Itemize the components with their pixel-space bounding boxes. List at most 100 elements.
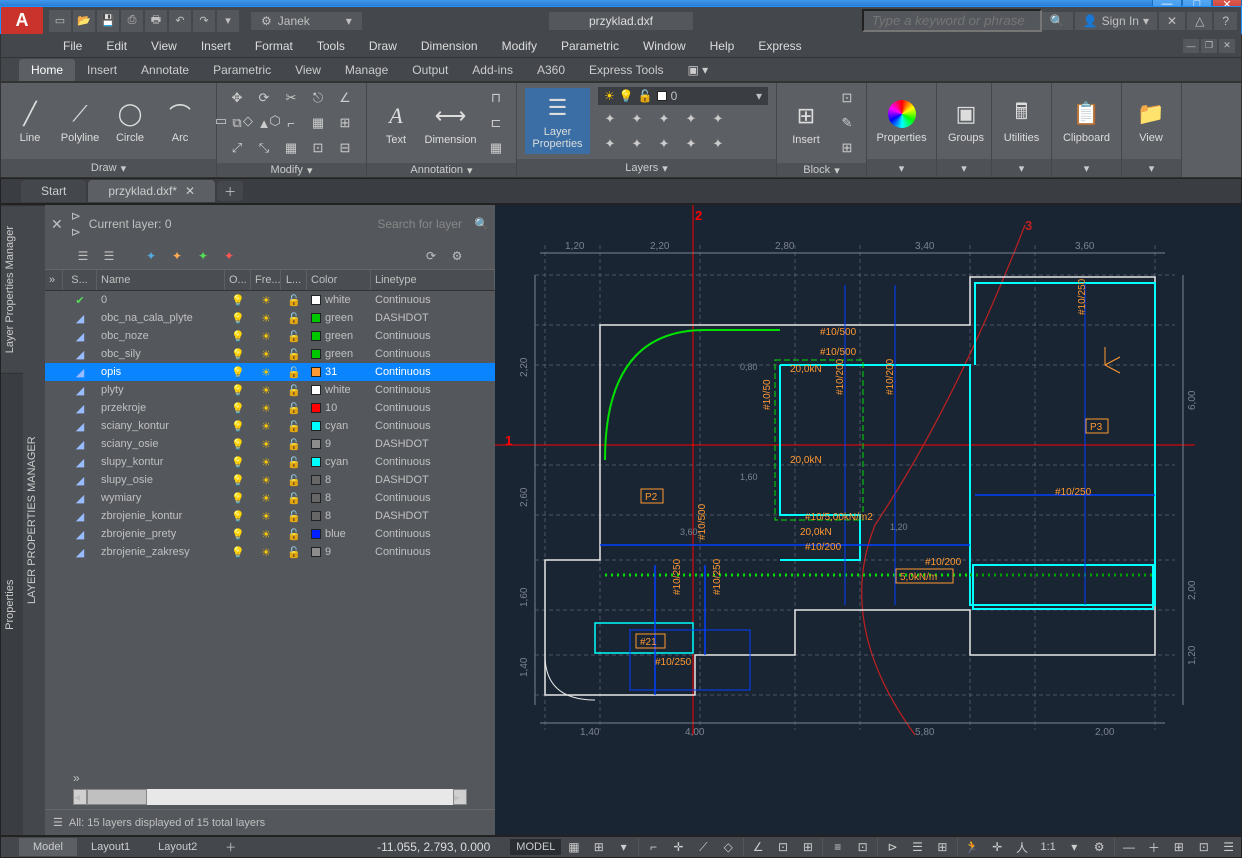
workspace-dropdown[interactable]: ⚙ Janek ▾: [251, 12, 362, 30]
draw-panel-title[interactable]: Draw ▾: [1, 159, 216, 177]
menu-insert[interactable]: Insert: [189, 36, 243, 56]
new-layer-icon[interactable]: ☰: [73, 247, 93, 265]
sb-20[interactable]: ⚙: [1087, 836, 1112, 858]
polar-icon[interactable]: ✛: [666, 836, 691, 858]
layer-row[interactable]: ✔0💡☀🔓whiteContinuous: [45, 291, 495, 309]
modify-9[interactable]: ⊞: [333, 112, 357, 134]
sb-10[interactable]: ⊞: [795, 836, 820, 858]
layout-tab-layout2[interactable]: Layout2: [144, 838, 211, 856]
mdi-minimize[interactable]: —: [1183, 39, 1199, 53]
col-color[interactable]: Color: [307, 270, 371, 290]
layer-t5[interactable]: ✦: [706, 108, 730, 130]
add-layout-button[interactable]: ＋: [211, 836, 250, 858]
layer-row[interactable]: ◢opis💡☀🔓31Continuous: [45, 363, 495, 381]
mdi-close[interactable]: ✕: [1219, 39, 1235, 53]
arc-button[interactable]: ⌒Arc: [159, 96, 201, 146]
col-lock[interactable]: L...: [281, 270, 307, 290]
sb-14[interactable]: ☰: [905, 836, 930, 858]
refresh-icon[interactable]: ⟳: [421, 247, 441, 265]
expand-col[interactable]: »: [45, 270, 63, 290]
side-tab-properties[interactable]: Properties: [1, 373, 23, 835]
layer-filter-3[interactable]: ✦: [193, 247, 213, 265]
layer-t2[interactable]: ✦: [625, 108, 649, 130]
layer-row[interactable]: ◢zbrojenie_prety💡☀🔓blueContinuous: [45, 525, 495, 543]
iso-icon[interactable]: ⟋: [691, 836, 716, 858]
sb-17[interactable]: ✛: [985, 836, 1010, 858]
layer-t1[interactable]: ✦: [598, 108, 622, 130]
stretch-icon[interactable]: ⤢: [225, 137, 249, 159]
layer-properties-button[interactable]: ☰Layer Properties: [525, 88, 590, 154]
utilities-button[interactable]: 🖩Utilities: [1000, 96, 1043, 146]
properties-button[interactable]: Properties: [875, 96, 928, 146]
sb-9[interactable]: ⊡: [771, 836, 796, 858]
sb-21[interactable]: —: [1117, 836, 1142, 858]
layer-t7[interactable]: ✦: [625, 133, 649, 155]
sb-22[interactable]: ＋: [1141, 836, 1166, 858]
app-logo[interactable]: A: [1, 7, 43, 35]
mdi-restore[interactable]: ❐: [1201, 39, 1217, 53]
menu-window[interactable]: Window: [631, 36, 698, 56]
layer-row[interactable]: ◢przekroje💡☀🔓10Continuous: [45, 399, 495, 417]
menu-draw[interactable]: Draw: [357, 36, 409, 56]
ribbon-tab-a360[interactable]: A360: [525, 59, 577, 81]
customize-icon[interactable]: ☰: [1216, 836, 1241, 858]
layer-t10[interactable]: ✦: [706, 133, 730, 155]
layer-t3[interactable]: ✦: [652, 108, 676, 130]
mirror-icon[interactable]: ▲: [252, 112, 276, 134]
layer-filter-1[interactable]: ✦: [141, 247, 161, 265]
utilities-panel-title[interactable]: ▾: [992, 159, 1051, 177]
modify-8[interactable]: ▦: [306, 112, 330, 134]
sb-13[interactable]: ⊳: [880, 836, 905, 858]
qat-save-icon[interactable]: 💾: [97, 10, 119, 32]
sb-3[interactable]: ▾: [611, 836, 636, 858]
block-panel-title[interactable]: Block ▾: [777, 163, 866, 177]
menu-tools[interactable]: Tools: [305, 36, 357, 56]
exchange-icon[interactable]: ✕: [1159, 12, 1185, 30]
col-on[interactable]: O...: [225, 270, 251, 290]
ribbon-tab-manage[interactable]: Manage: [333, 59, 400, 81]
side-tab-layer-manager-2[interactable]: LAYER PROPERTIES MANAGER: [23, 205, 45, 835]
rotate-icon[interactable]: ⟳: [252, 87, 276, 109]
properties-panel-title[interactable]: ▾: [867, 159, 936, 177]
trim-icon[interactable]: ✂: [279, 87, 303, 109]
close-tab-icon[interactable]: ✕: [185, 184, 195, 198]
layer-row[interactable]: ◢obc_noze💡☀🔓greenContinuous: [45, 327, 495, 345]
insert-block-button[interactable]: ⊞Insert: [785, 98, 827, 148]
help-icon[interactable]: ?: [1214, 12, 1237, 30]
text-button[interactable]: AText: [375, 98, 417, 148]
panel-close-icon[interactable]: ✕: [51, 216, 63, 233]
anno-2[interactable]: ⊏: [484, 112, 508, 134]
fillet-icon[interactable]: ⌐: [279, 112, 303, 134]
ribbon-tab-add-ins[interactable]: Add-ins: [460, 59, 525, 81]
polyline-button[interactable]: ⟋Polyline: [59, 96, 101, 146]
view-button[interactable]: 📁View: [1130, 96, 1172, 146]
ortho-icon[interactable]: ⌐: [641, 836, 666, 858]
layout-tab-layout1[interactable]: Layout1: [77, 838, 144, 856]
groups-panel-title[interactable]: ▾: [937, 159, 991, 177]
layer-row[interactable]: ◢obc_na_cala_plyte💡☀🔓greenDASHDOT: [45, 309, 495, 327]
drawing-canvas[interactable]: 1,202,202,803,403,601,404,005,802,002,20…: [495, 205, 1241, 835]
layer-row[interactable]: ◢sciany_osie💡☀🔓9DASHDOT: [45, 435, 495, 453]
layer-row[interactable]: ◢slupy_kontur💡☀🔓cyanContinuous: [45, 453, 495, 471]
layer-row[interactable]: ◢slupy_osie💡☀🔓8DASHDOT: [45, 471, 495, 489]
grid-icon[interactable]: ▦: [561, 836, 586, 858]
pin-icon-2[interactable]: ⊳: [71, 225, 81, 239]
pin-icon[interactable]: ⊳: [71, 209, 81, 223]
layer-hscroll[interactable]: ◂▸: [73, 789, 467, 805]
layer-row[interactable]: ◢wymiary💡☀🔓8Continuous: [45, 489, 495, 507]
menu-format[interactable]: Format: [243, 36, 305, 56]
menu-modify[interactable]: Modify: [490, 36, 549, 56]
qat-open-icon[interactable]: 📂: [73, 10, 95, 32]
sb-15[interactable]: ⊞: [930, 836, 955, 858]
osnap-icon[interactable]: ◇: [716, 836, 741, 858]
sb-24[interactable]: ⊡: [1191, 836, 1216, 858]
modify-5[interactable]: ∠: [333, 87, 357, 109]
col-name[interactable]: Name: [97, 270, 225, 290]
sb-11[interactable]: ≡: [825, 836, 850, 858]
add-tab-button[interactable]: ＋: [217, 181, 243, 201]
layer-row[interactable]: ◢sciany_kontur💡☀🔓cyanContinuous: [45, 417, 495, 435]
layer-search-input[interactable]: Search for layer: [377, 217, 462, 231]
sb-16[interactable]: 🏃: [960, 836, 985, 858]
qat-redo-icon[interactable]: ↷: [193, 10, 215, 32]
model-indicator[interactable]: MODEL: [510, 839, 561, 855]
